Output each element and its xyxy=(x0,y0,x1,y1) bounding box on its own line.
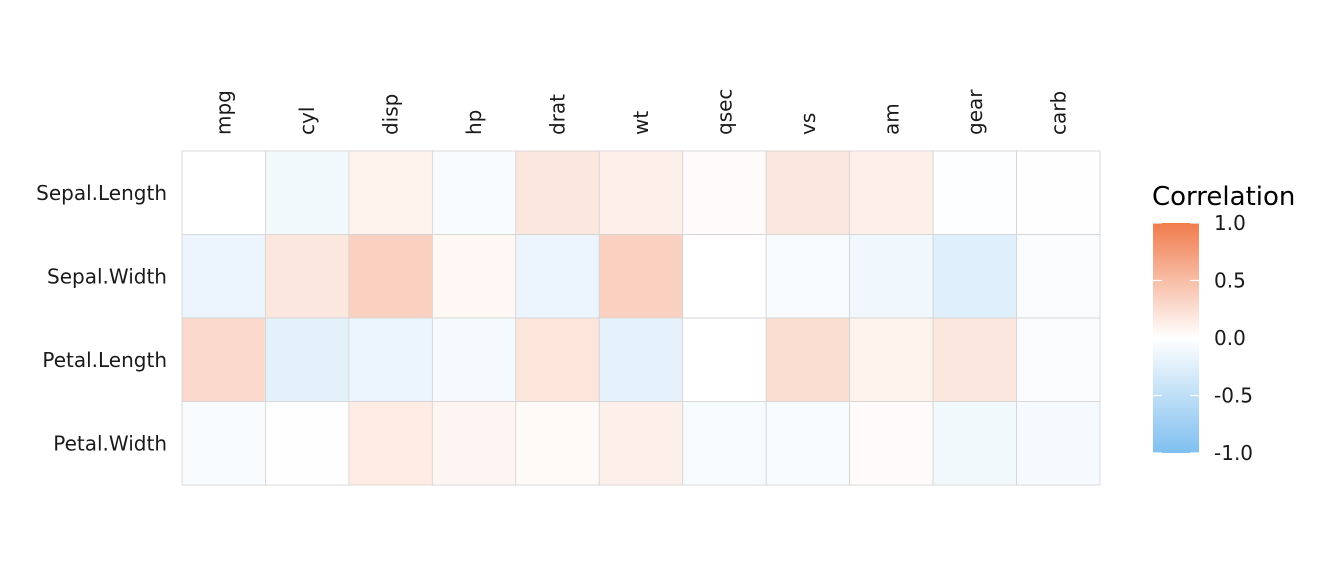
heatmap-cell-Petal.Length-wt xyxy=(598,317,684,402)
heatmap-cell-Petal.Length-vs xyxy=(765,317,851,402)
y-tick-label-Sepal.Width: Sepal.Width xyxy=(47,264,167,288)
x-tick-label-vs: vs xyxy=(796,113,820,135)
heatmap-cell-Sepal.Length-disp xyxy=(348,150,433,235)
x-tick-label-mpg: mpg xyxy=(212,90,236,135)
heatmap-cell-Petal.Width-gear xyxy=(932,401,1017,486)
heatmap-cell-Sepal.Width-wt xyxy=(598,234,684,319)
y-axis-tick-labels: Sepal.Length Sepal.Width Petal.Length Petal… xyxy=(36,181,167,456)
x-tick-label-cyl: cyl xyxy=(295,107,319,135)
heatmap-cell-Sepal.Width-mpg xyxy=(181,234,266,319)
x-axis-tick-labels: mpg cyl disp hp drat wt qsec vs am gear carb xyxy=(212,89,1071,135)
heatmap-cell-Petal.Width-cyl xyxy=(265,401,350,486)
heatmap-cell-Petal.Length-am xyxy=(849,317,934,402)
heatmap-cell-Petal.Width-drat xyxy=(515,401,600,486)
y-tick-label-Petal.Width: Petal.Width xyxy=(53,431,167,455)
heatmap-cell-Petal.Width-wt xyxy=(598,401,684,486)
heatmap-cell-Sepal.Length-carb xyxy=(1016,150,1101,235)
heatmap-cell-Sepal.Width-vs xyxy=(765,234,851,319)
heatmap-cell-Petal.Width-am xyxy=(849,401,934,486)
heatmap-cell-Sepal.Width-qsec xyxy=(682,234,767,319)
x-tick-label-hp: hp xyxy=(462,110,486,135)
heatmap-cell-Sepal.Length-cyl xyxy=(265,150,350,235)
x-tick-label-disp: disp xyxy=(379,94,403,135)
heatmap-cells xyxy=(181,150,1101,486)
x-tick-label-gear: gear xyxy=(963,89,987,135)
heatmap-cell-Petal.Length-qsec xyxy=(682,317,767,402)
legend-tick-label-0: 1.0 xyxy=(1214,211,1246,235)
heatmap-cell-Sepal.Width-disp xyxy=(348,234,433,319)
heatmap-cell-Sepal.Length-am xyxy=(849,150,934,235)
heatmap-cell-Petal.Width-hp xyxy=(431,401,517,486)
legend-tick-label-3: -0.5 xyxy=(1214,384,1253,408)
heatmap-cell-Petal.Length-drat xyxy=(515,317,600,402)
y-tick-label-Sepal.Length: Sepal.Length xyxy=(36,181,167,205)
heatmap-cell-Sepal.Width-drat xyxy=(515,234,600,319)
heatmap-cell-Sepal.Length-drat xyxy=(515,150,600,235)
heatmap-cell-Sepal.Width-cyl xyxy=(265,234,350,319)
heatmap-cell-Petal.Width-disp xyxy=(348,401,433,486)
heatmap-cell-Sepal.Width-am xyxy=(849,234,934,319)
heatmap-cell-Sepal.Length-wt xyxy=(598,150,684,235)
heatmap-cell-Sepal.Width-gear xyxy=(932,234,1017,319)
x-tick-label-drat: drat xyxy=(546,94,570,135)
x-tick-label-carb: carb xyxy=(1046,91,1070,135)
color-legend: Correlation 1.0 0.5 0.0 -0.5 -1.0 xyxy=(1152,182,1295,465)
heatmap-cell-Petal.Length-cyl xyxy=(265,317,350,402)
heatmap-cell-Sepal.Length-vs xyxy=(765,150,851,235)
x-tick-label-am: am xyxy=(879,103,903,135)
heatmap-cell-Sepal.Width-hp xyxy=(431,234,517,319)
heatmap-cell-Sepal.Length-qsec xyxy=(682,150,767,235)
y-tick-label-Petal.Length: Petal.Length xyxy=(42,348,167,372)
heatmap-cell-Sepal.Length-mpg xyxy=(181,150,266,235)
heatmap-cell-Petal.Length-mpg xyxy=(181,317,266,402)
heatmap-cell-Petal.Width-qsec xyxy=(682,401,767,486)
heatmap-cell-Petal.Length-hp xyxy=(431,317,517,402)
legend-tick-label-4: -1.0 xyxy=(1214,441,1253,465)
legend-ticks: 1.0 0.5 0.0 -0.5 -1.0 xyxy=(1153,211,1253,465)
heatmap-cell-Petal.Length-gear xyxy=(932,317,1017,402)
heatmap-cell-Sepal.Width-carb xyxy=(1016,234,1101,319)
heatmap-cell-Petal.Width-carb xyxy=(1016,401,1101,486)
legend-tick-label-1: 0.5 xyxy=(1214,269,1246,293)
heatmap-cell-Sepal.Length-gear xyxy=(932,150,1017,235)
heatmap-cell-Sepal.Length-hp xyxy=(431,150,517,235)
x-tick-label-qsec: qsec xyxy=(712,89,736,135)
heatmap-cell-Petal.Width-mpg xyxy=(181,401,266,486)
x-tick-label-wt: wt xyxy=(629,111,653,135)
heatmap-cell-Petal.Length-disp xyxy=(348,317,433,402)
heatmap-cell-Petal.Length-carb xyxy=(1016,317,1101,402)
legend-tick-label-2: 0.0 xyxy=(1214,326,1246,350)
legend-title: Correlation xyxy=(1152,182,1295,212)
heatmap-cell-Petal.Width-vs xyxy=(765,401,851,486)
